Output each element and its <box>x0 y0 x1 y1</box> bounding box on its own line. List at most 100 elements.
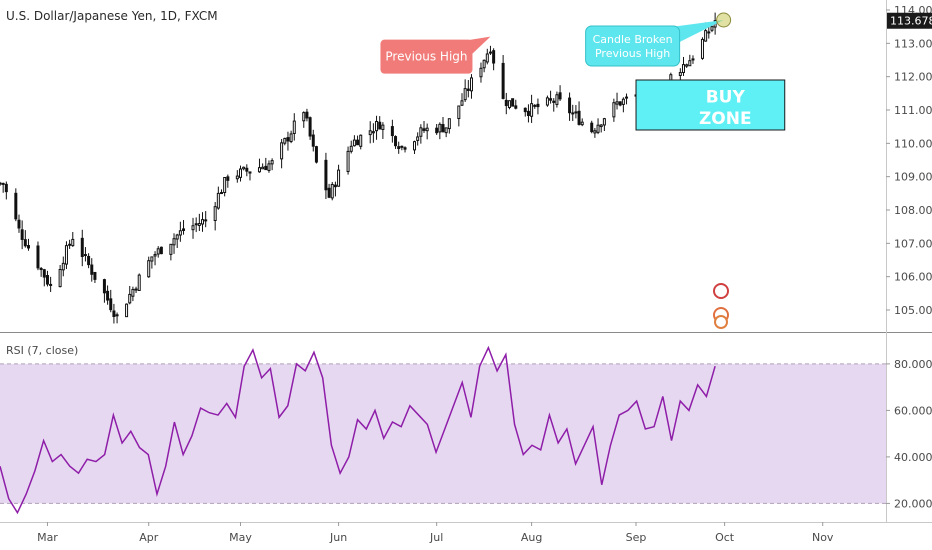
previous-high-annotation[interactable]: Previous High <box>380 36 491 74</box>
candle <box>552 98 556 112</box>
candle-body <box>460 100 464 106</box>
candle <box>514 99 518 110</box>
candle-body <box>346 150 350 173</box>
candle-body <box>444 127 448 134</box>
candle <box>438 122 442 140</box>
buy-zone-annotation[interactable]: BUY ZONE <box>635 79 786 131</box>
candle <box>0 181 2 186</box>
candle-body <box>204 219 208 222</box>
candle <box>134 286 138 294</box>
candle-body <box>17 219 21 229</box>
candle-body <box>413 141 417 151</box>
candle-body <box>289 133 293 143</box>
event-flag-icon-3 <box>714 315 728 329</box>
candle <box>131 286 135 302</box>
candle <box>223 176 227 197</box>
candle <box>691 55 695 64</box>
candle <box>707 26 711 39</box>
candle-body <box>20 229 24 240</box>
chart-title: U.S. Dollar/Japanese Yen, 1D, FXCM <box>6 9 218 23</box>
candle-body <box>549 98 553 101</box>
candle <box>688 54 692 67</box>
candle-body <box>49 283 53 286</box>
buy-zone-label-line2: ZONE <box>699 109 752 129</box>
rsi-label: RSI (7, close) <box>6 344 78 357</box>
candle <box>397 141 401 154</box>
candle <box>416 132 420 146</box>
candle-body <box>523 107 527 113</box>
candle <box>394 135 398 149</box>
candle <box>90 258 94 282</box>
candle <box>23 230 27 248</box>
time-tick-label: Jun <box>329 531 347 544</box>
candle-body <box>368 130 372 136</box>
candle <box>283 137 287 146</box>
candle-body <box>286 137 290 142</box>
candle <box>311 129 315 152</box>
candle-body <box>39 268 43 271</box>
candle-body <box>678 72 682 76</box>
candle-body <box>466 88 470 91</box>
candle <box>201 212 205 232</box>
rsi-tick-label: 80.0000 <box>894 358 932 371</box>
candle <box>137 273 141 291</box>
candle-body <box>213 206 217 221</box>
candle-body <box>416 136 420 141</box>
candle-body <box>615 101 619 105</box>
candle-body <box>156 248 160 255</box>
candle-body <box>93 271 97 280</box>
candle <box>242 166 246 171</box>
candle <box>457 105 461 127</box>
candle-body <box>248 171 252 174</box>
candle-body <box>87 255 91 266</box>
candle <box>375 115 379 140</box>
candle <box>93 271 97 283</box>
candle-body <box>435 127 439 134</box>
candle-body <box>375 120 379 132</box>
candle <box>447 118 451 134</box>
candle <box>390 119 394 143</box>
candle-body <box>621 98 625 105</box>
candle <box>425 123 429 140</box>
candle <box>700 37 704 60</box>
candle <box>571 104 575 122</box>
candle <box>330 182 334 201</box>
candle <box>64 241 68 270</box>
candle <box>213 201 217 231</box>
candle-body <box>23 239 27 247</box>
candle <box>422 121 426 133</box>
candle <box>194 217 198 233</box>
candle <box>112 303 116 324</box>
candle-body <box>425 127 429 132</box>
candle-body <box>1 182 5 185</box>
candle-body <box>226 176 230 181</box>
event-markers[interactable] <box>713 283 729 329</box>
candle-body <box>530 103 534 117</box>
candle <box>220 189 223 195</box>
candle <box>507 100 511 110</box>
rsi-band <box>0 363 886 504</box>
candle <box>80 229 84 267</box>
candle-body <box>536 103 540 108</box>
candle <box>545 95 549 107</box>
candle-body <box>599 124 603 128</box>
candle-body <box>625 96 629 99</box>
candle <box>469 74 473 99</box>
candle-body <box>134 288 138 291</box>
candle-body <box>447 118 451 130</box>
candle <box>226 174 230 188</box>
candle-body <box>488 51 492 54</box>
candle-body <box>125 303 129 318</box>
candle <box>191 217 195 239</box>
candle <box>337 164 341 187</box>
candle-body <box>381 124 385 130</box>
candle <box>333 181 337 197</box>
candle-body <box>115 314 119 317</box>
candle-broken-annotation[interactable]: Candle Broken Previous High <box>585 12 732 67</box>
candle <box>403 146 407 153</box>
candle-body <box>514 105 518 109</box>
candle-body <box>422 128 426 131</box>
price-tick-label: 105.000 <box>894 304 932 317</box>
candle-body <box>197 223 201 226</box>
